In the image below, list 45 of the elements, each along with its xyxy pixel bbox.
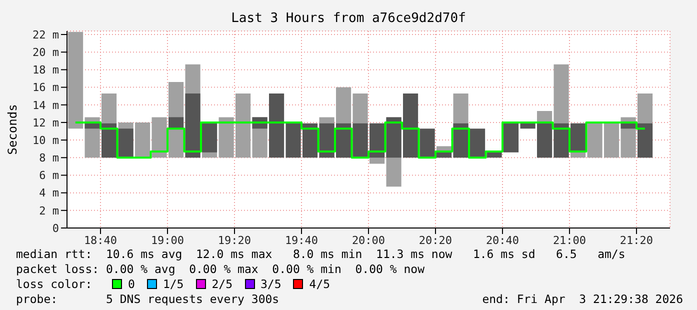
x-tick-label: 18:40 — [84, 234, 118, 247]
y-tick-label: 10 m — [32, 134, 60, 147]
x-tick-label: 20:20 — [418, 234, 452, 247]
y-tick-label: 22 m — [32, 28, 60, 42]
bar — [68, 32, 84, 129]
bar — [185, 93, 200, 158]
text: 1/5 — [162, 277, 184, 291]
text: end: Fri Apr 3 21:29:38 2026 — [482, 292, 683, 306]
text: loss color: — [16, 277, 94, 291]
bar — [503, 123, 519, 152]
x-tick-label: 19:00 — [150, 234, 184, 247]
y-tick-label: 4 m — [39, 186, 60, 200]
y-tick-label: 0 — [52, 222, 59, 235]
bar — [620, 123, 636, 129]
bar — [420, 128, 435, 158]
text: median rtt: 10.6 ms avg 12.0 ms max 8.0 ms min 11.3 ms now 1.6 ms sd 6.5 am/s — [16, 247, 626, 261]
chart-title: Last 3 Hours from a76ce9d2d70f — [230, 11, 467, 26]
y-tick-label: 6 m — [39, 169, 60, 182]
bar — [118, 128, 134, 158]
bar — [486, 152, 502, 158]
x-tick-label: 19:20 — [218, 234, 252, 247]
text: 3/5 — [260, 277, 282, 291]
bar — [101, 123, 117, 158]
text: 2/5 — [210, 277, 232, 291]
x-tick-label: 21:20 — [620, 234, 654, 247]
bar — [638, 123, 653, 158]
text: packet loss: 0.00 % avg 0.00 % max 0.00 % min 0.00 % now — [16, 262, 424, 276]
y-tick-label: 12 m — [32, 116, 60, 130]
y-tick-label: 14 m — [32, 98, 60, 112]
x-tick-label: 21:00 — [552, 234, 586, 247]
x-tick-label: 20:40 — [486, 234, 520, 247]
x-tick-label: 20:00 — [352, 234, 386, 247]
text: probe: 5 DNS requests every 300s — [16, 292, 280, 306]
y-axis-title: Seconds — [5, 104, 20, 155]
bar — [168, 117, 184, 129]
y-tick-label: 20 m — [32, 46, 60, 60]
x-tick-label: 19:40 — [284, 234, 318, 247]
y-tick-label: 2 m — [39, 204, 60, 218]
y-tick-label: 8 m — [39, 152, 60, 165]
y-tick-label: 16 m — [32, 81, 60, 94]
y-tick-label: 18 m — [32, 64, 60, 77]
text: 0 — [127, 277, 135, 291]
bar — [470, 128, 486, 158]
bar — [202, 123, 218, 152]
text: 4/5 — [308, 277, 330, 291]
